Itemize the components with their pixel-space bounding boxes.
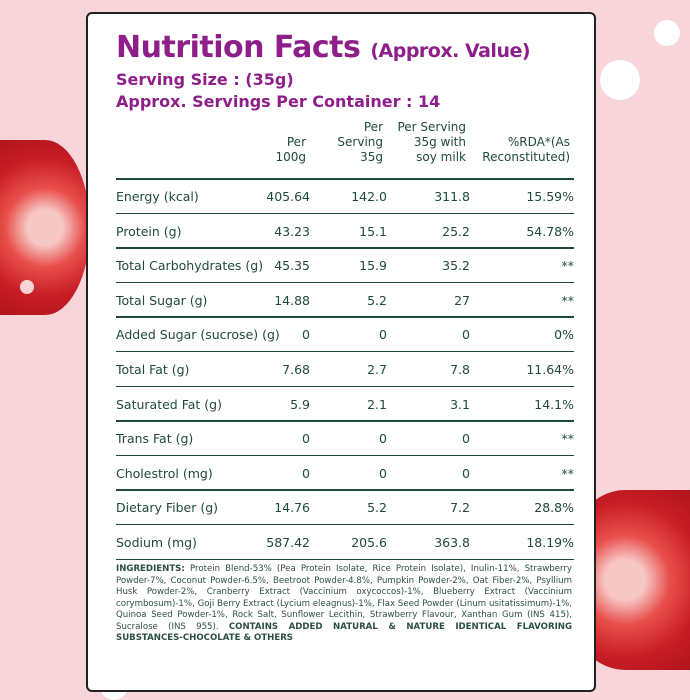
title-text: Nutrition Facts (116, 30, 361, 65)
nutrient-label: Saturated Fat (g) (116, 396, 222, 412)
nutrient-value: 14.1% (534, 396, 574, 412)
nutrient-label: Protein (g) (116, 223, 182, 239)
nutrient-value: 0 (462, 465, 470, 481)
strawberry-slice-left (0, 140, 90, 315)
row-divider (116, 558, 574, 560)
nutrient-value: 0 (462, 327, 470, 343)
nutrient-value: 142.0 (351, 189, 387, 204)
nutrient-value: 43.23 (274, 223, 310, 239)
nutrient-value: 15.9 (359, 258, 387, 274)
header-divider (116, 178, 574, 180)
nutrient-value: 2.7 (367, 362, 387, 377)
row-divider (116, 420, 574, 422)
nutrient-value: 311.8 (434, 189, 470, 204)
table-row: Total Sugar (g) 14.88 5.2 27 ** (116, 284, 574, 318)
column-header-per-serving: Per Serving 35g (337, 120, 383, 164)
table-row: Total Fat (g) 7.68 2.7 7.8 11.64% (116, 353, 574, 387)
nutrient-value: ** (561, 431, 575, 447)
nutrient-value: 0% (554, 327, 574, 343)
nutrient-value: 2.1 (367, 396, 387, 412)
nutrient-value: 0 (302, 327, 310, 343)
ingredients-note: CONTAINS ADDED NATURAL & NATURE IDENTICA… (116, 621, 573, 644)
nutrient-value: 363.8 (434, 535, 470, 550)
nutrient-value: 25.2 (442, 223, 470, 239)
nutrient-value: 205.6 (351, 535, 387, 550)
row-divider (116, 350, 574, 353)
table-row: Trans Fat (g) 0 0 0 ** (116, 422, 575, 457)
table-row: Saturated Fat (g) 5.9 2.1 3.1 14.1% (116, 388, 574, 422)
nutrient-value: ** (561, 258, 575, 274)
page-title: Nutrition Facts (Approx. Value) (116, 30, 531, 65)
nutrient-value: 0 (302, 465, 310, 481)
table-row: Protein (g) 43.23 15.1 25.2 54.78% (116, 215, 574, 249)
nutrient-value: 5.2 (367, 500, 387, 516)
nutrient-value: 0 (462, 431, 470, 447)
table-row: Energy (kcal) 405.64 142.0 311.8 15.59% (116, 180, 574, 214)
nutrient-value: 5.2 (367, 292, 387, 308)
row-divider (116, 316, 574, 318)
nutrient-value: 15.59% (526, 189, 574, 204)
serving-size: Serving Size : (35g) (116, 70, 294, 89)
nutrient-value: 35.2 (442, 258, 470, 274)
nutrient-value: 3.1 (450, 396, 470, 412)
nutrient-value: 15.1 (359, 223, 387, 239)
nutrient-value: 7.8 (450, 362, 470, 377)
nutrient-value: 18.19% (526, 535, 574, 550)
nutrient-value: ** (561, 465, 575, 481)
nutrient-value: 587.42 (266, 535, 310, 550)
title-suffix: (Approx. Value) (370, 40, 531, 62)
nutrient-value: 0 (379, 431, 387, 447)
column-header-per-100g: Per 100g (275, 135, 306, 164)
nutrient-value: 28.8% (534, 500, 574, 516)
servings-per-container: Approx. Servings Per Container : 14 (116, 92, 441, 111)
nutrient-value: 54.78% (526, 223, 574, 239)
nutrition-facts-panel: Nutrition Facts (Approx. Value) Serving … (86, 12, 596, 692)
nutrient-label: Total Carbohydrates (g) (116, 258, 264, 274)
column-header-soy-milk: Per Serving 35g with soy milk (397, 120, 466, 164)
table-row: Cholestrol (mg) 0 0 0 ** (116, 457, 574, 491)
ingredients-label: INGREDIENTS: (116, 564, 185, 574)
row-divider (116, 523, 574, 526)
table-row: Dietary Fiber (g) 14.76 5.2 7.2 28.8% (116, 491, 574, 526)
row-divider (116, 489, 574, 491)
table-row: Total Carbohydrates (g) 45.35 15.9 35.2 ** (116, 249, 575, 284)
nutrient-label: Sodium (mg) (116, 535, 197, 550)
nutrient-value: 0 (379, 327, 387, 343)
nutrient-value: 5.9 (290, 396, 310, 412)
nutrient-label: Cholestrol (mg) (116, 465, 213, 481)
nutrient-value: 0 (379, 465, 387, 481)
nutrient-value: 14.88 (274, 292, 310, 308)
nutrient-value: 11.64% (526, 362, 574, 377)
nutrient-label: Dietary Fiber (g) (116, 500, 219, 516)
table-row: Added Sugar (sucrose) (g) 0 0 0 0% (116, 318, 574, 353)
nutrient-label: Added Sugar (sucrose) (g) (116, 327, 280, 343)
nutrient-label: Total Fat (g) (116, 362, 190, 377)
nutrient-label: Trans Fat (g) (116, 431, 194, 447)
nutrient-label: Total Sugar (g) (116, 292, 208, 308)
nutrient-label: Energy (kcal) (116, 189, 199, 204)
row-divider (116, 385, 574, 387)
table-row: Sodium (mg) 587.42 205.6 363.8 18.19% (116, 526, 574, 560)
nutrient-value: 14.76 (274, 500, 310, 516)
row-divider (116, 454, 574, 457)
ingredients-text: Protein Blend-53% (Pea Protein Isolate, … (116, 564, 572, 632)
row-divider (116, 281, 574, 284)
row-divider (116, 247, 574, 249)
nutrient-value: ** (561, 292, 575, 308)
row-divider (116, 212, 574, 214)
nutrient-value: 405.64 (266, 189, 310, 204)
bubble (20, 280, 34, 294)
nutrient-value: 7.2 (450, 500, 470, 516)
ingredients: INGREDIENTS: Protein Blend-53% (Pea Prot… (116, 564, 572, 645)
nutrient-value: 27 (454, 292, 470, 308)
bubble (600, 60, 640, 100)
bubble (654, 20, 680, 46)
nutrient-value: 7.68 (282, 362, 310, 377)
nutrient-value: 0 (302, 431, 310, 447)
nutrient-value: 45.35 (274, 258, 310, 274)
column-header-rda: %RDA*(As Reconstituted) (482, 135, 570, 164)
